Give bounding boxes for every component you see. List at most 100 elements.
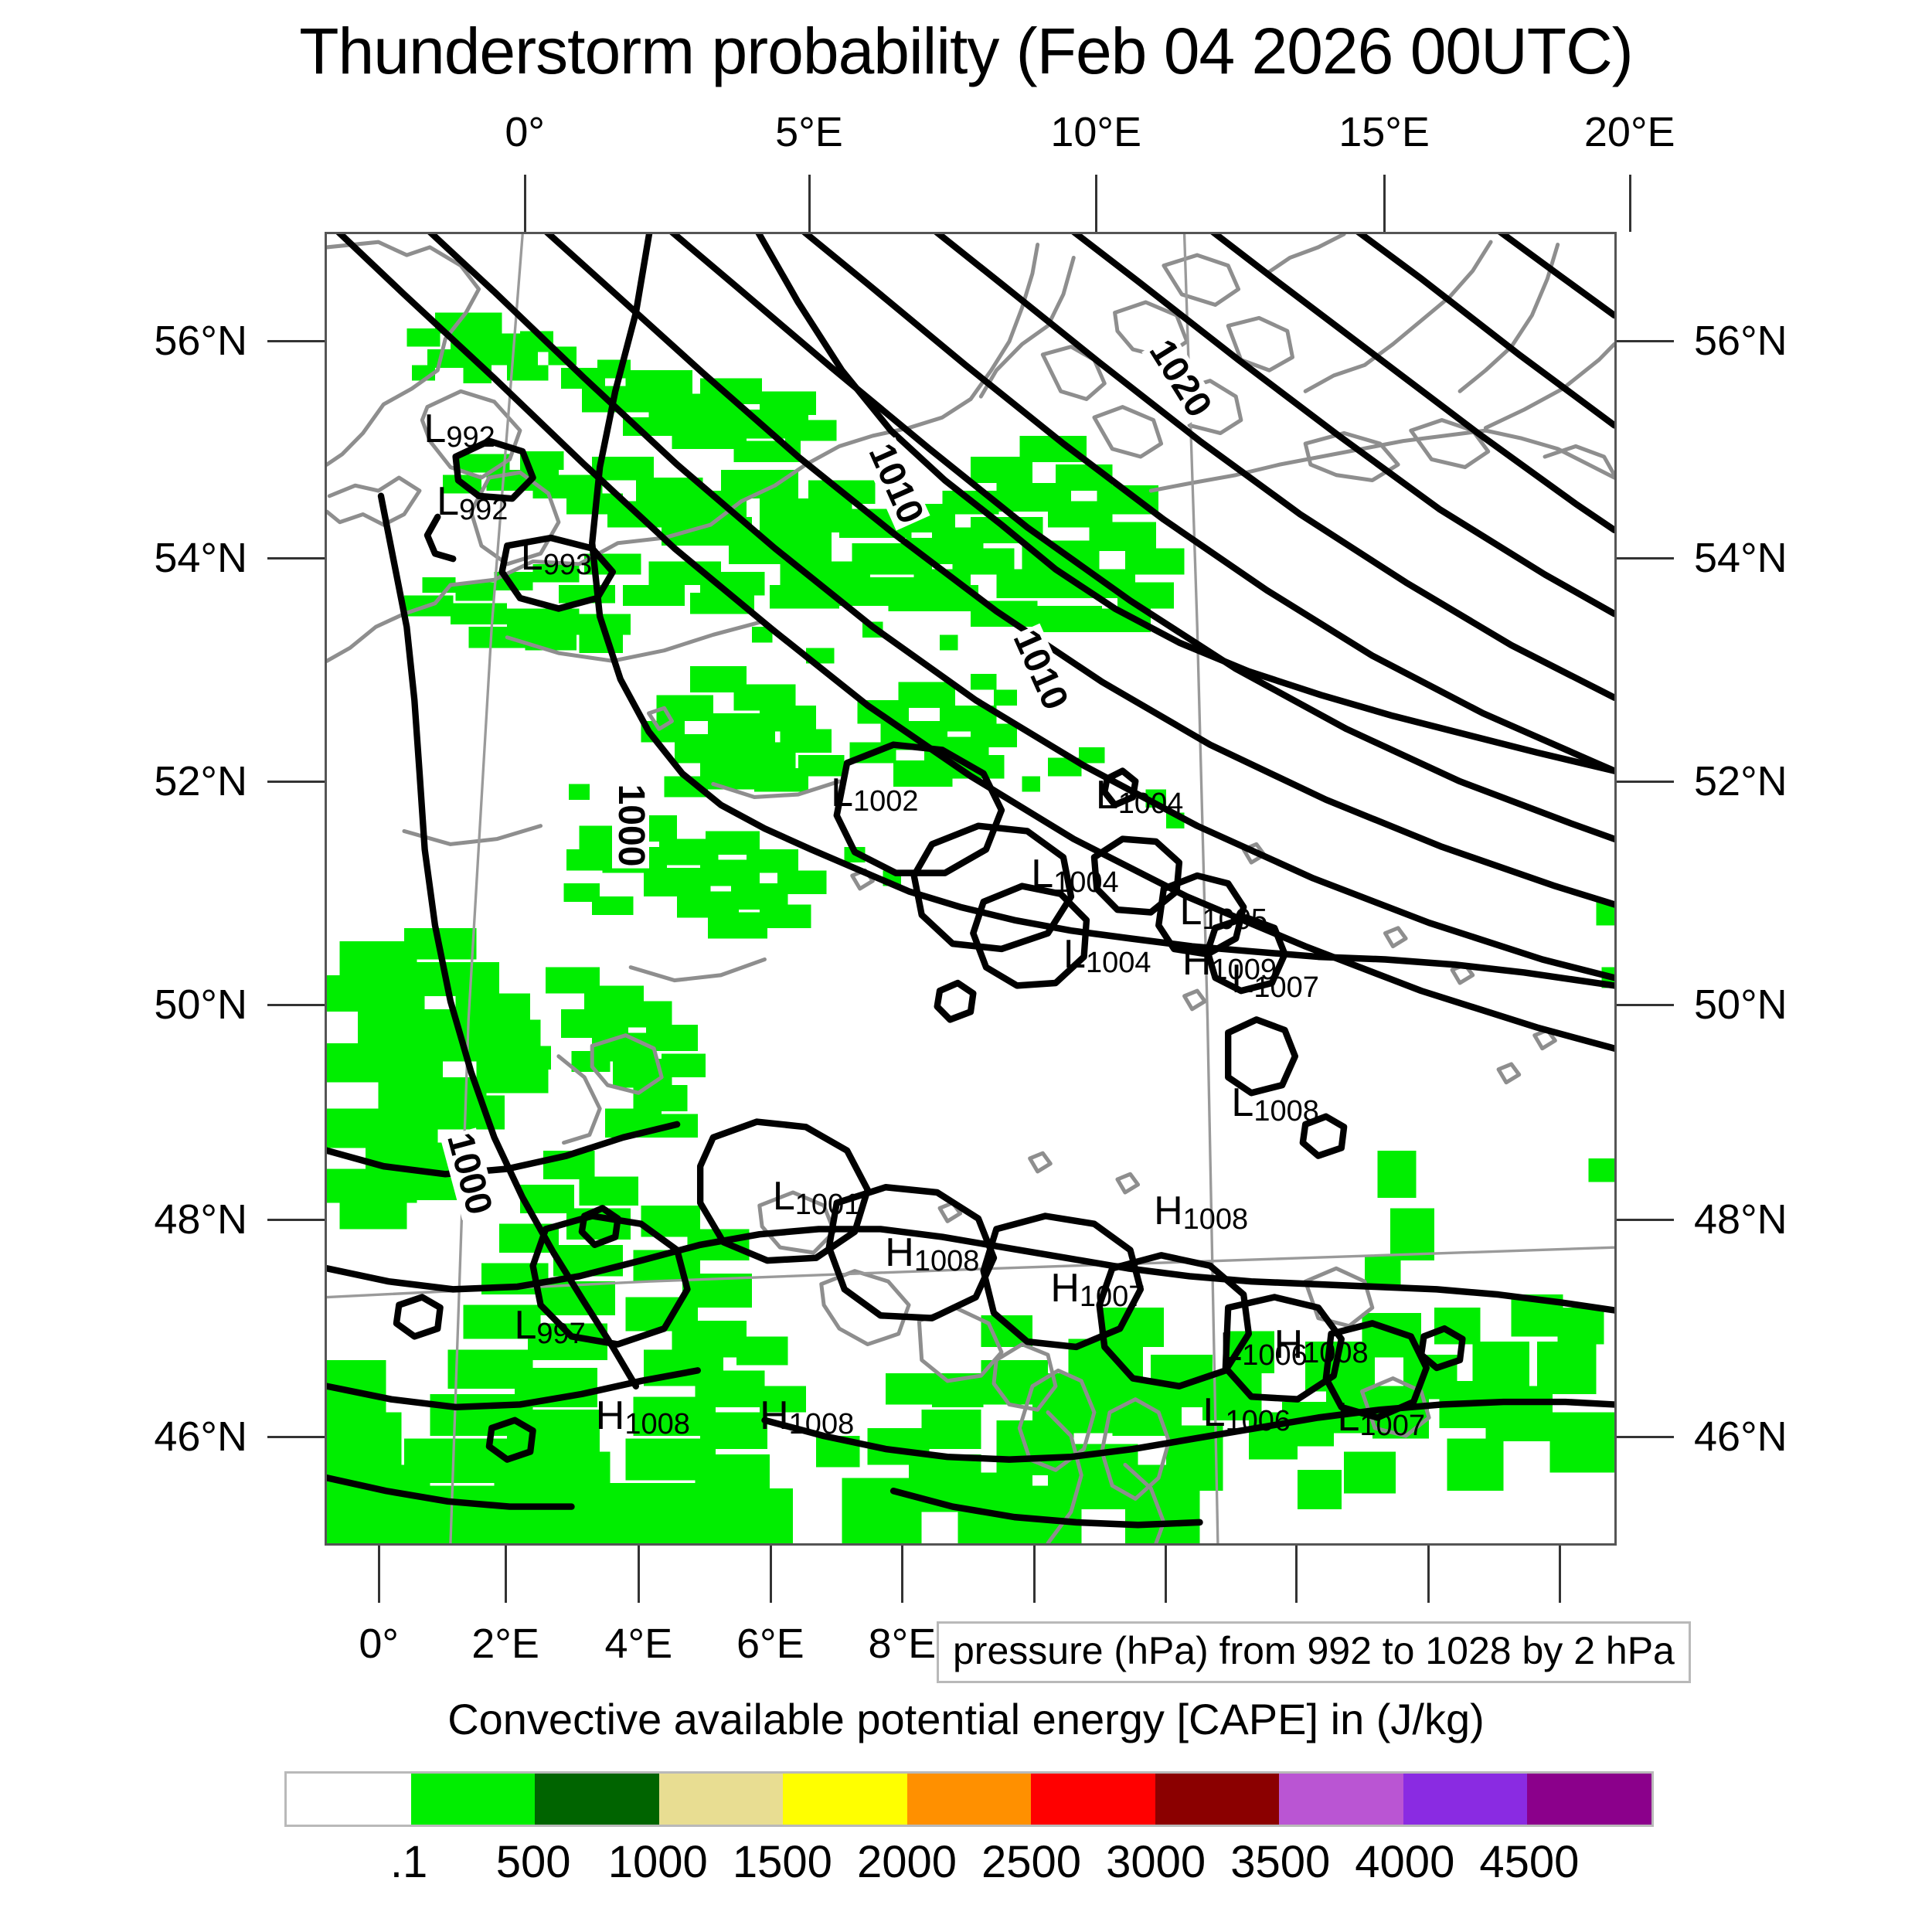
pressure-center-h-1008: H1008: [885, 1233, 979, 1276]
colorbar-tick-3: 1500: [732, 1837, 832, 1887]
axis-tick-mark-left: [267, 1435, 325, 1438]
colorbar-segment-0[interactable]: [287, 1774, 411, 1825]
pressure-center-value: 1002: [853, 785, 919, 818]
pressure-center-value: 997: [536, 1317, 586, 1350]
axis-tick-mark-bottom: [1295, 1546, 1298, 1603]
colorbar-segment-5[interactable]: [906, 1774, 1032, 1825]
pressure-center-l-1002: L1002: [831, 773, 918, 816]
pressure-center-value: 1009: [1211, 953, 1277, 986]
axis-tick-mark-bottom: [1559, 1546, 1562, 1603]
colorbar[interactable]: [284, 1771, 1654, 1827]
pressure-center-l-1004: L1004: [1063, 934, 1151, 978]
colorbar-tick-labels: .1 500 1000 1500 2000 2500 3000 3500 4000 4500: [284, 1836, 1654, 1890]
colorbar-segment-6[interactable]: [1031, 1774, 1155, 1825]
axis-tick-mark-top: [1383, 175, 1386, 232]
pressure-center-h-1008: H1008: [760, 1396, 854, 1439]
colorbar-segment-8[interactable]: [1279, 1774, 1403, 1825]
colorbar-segment-4[interactable]: [783, 1774, 907, 1825]
pressure-center-type: L: [1179, 889, 1202, 934]
axis-tick-mark-left: [267, 1003, 325, 1006]
pressure-center-value: 1008: [788, 1407, 855, 1440]
pressure-center-l-1006: L1006: [1219, 1327, 1307, 1370]
axis-tick-label-bottom-1: 2°E: [471, 1621, 539, 1667]
map-plot-area[interactable]: L992 L992 L993 L1002 L1004 L1004 L1004 L1005 H10…: [325, 232, 1617, 1546]
pressure-center-value: 1007: [1253, 971, 1319, 1005]
colorbar-segment-2[interactable]: [535, 1774, 659, 1825]
pressure-center-value: 1008: [913, 1245, 980, 1277]
axis-tick-label-bottom-0: 0°: [359, 1621, 400, 1667]
axis-tick-label-right-5: 46°N: [1694, 1413, 1787, 1460]
pressure-center-value: 1008: [1182, 1202, 1249, 1236]
pressure-center-h-1009: H1009: [1182, 941, 1277, 985]
axis-tick-mark-right: [1617, 1435, 1674, 1438]
colorbar-segment-10[interactable]: [1527, 1774, 1652, 1825]
axis-tick-mark-bottom: [638, 1546, 641, 1603]
pressure-center-value: 1006: [1242, 1339, 1308, 1372]
pressure-center-type: H: [595, 1393, 625, 1438]
axis-tick-mark-right: [1617, 340, 1674, 343]
colorbar-tick-9: 4500: [1479, 1837, 1580, 1887]
axis-tick-mark-bottom: [378, 1546, 381, 1603]
axis-tick-mark-right: [1617, 1003, 1674, 1006]
pressure-center-l-993: L993: [521, 536, 592, 580]
pressure-legend-note: pressure (hPa) from 992 to 1028 by 2 hPa: [937, 1621, 1691, 1683]
pressure-center-l-1005: L1005: [1180, 891, 1267, 934]
pressure-center-value: 1004: [1085, 947, 1151, 980]
pressure-center-value: 1007: [1359, 1409, 1425, 1442]
axis-tick-mark-right: [1617, 780, 1674, 783]
axis-tick-label-left-3: 50°N: [154, 981, 247, 1028]
pressure-center-l-992: L992: [423, 409, 495, 452]
axis-tick-label-top-2: 10°E: [1050, 109, 1142, 155]
colorbar-segment-3[interactable]: [658, 1774, 784, 1825]
pressure-center-type: H: [1274, 1322, 1304, 1367]
colorbar-tick-4: 2000: [856, 1837, 957, 1887]
axis-tick-label-top-3: 15°E: [1338, 109, 1430, 155]
pressure-center-type: L: [437, 478, 460, 524]
pressure-center-type: L: [1231, 957, 1254, 1002]
pressure-center-h-1008: H1008: [1154, 1191, 1248, 1234]
pressure-center-type: H: [885, 1230, 914, 1275]
axis-tick-mark-left: [267, 780, 325, 783]
pressure-center-type: L: [1219, 1325, 1243, 1370]
pressure-center-h-1008: H1008: [1274, 1325, 1369, 1368]
axis-tick-label-right-2: 52°N: [1694, 757, 1787, 804]
axis-tick-label-top-1: 5°E: [775, 109, 843, 155]
pressure-center-l-1007: L1007: [1338, 1397, 1425, 1440]
axis-tick-mark-left: [267, 1219, 325, 1222]
colorbar-segment-9[interactable]: [1403, 1774, 1528, 1825]
axis-tick-label-top-4: 20°E: [1583, 109, 1675, 155]
colorbar-tick-0: .1: [389, 1837, 428, 1887]
axis-tick-mark-right: [1617, 556, 1674, 560]
axis-tick-label-right-3: 50°N: [1694, 981, 1787, 1028]
colorbar-segment-7[interactable]: [1155, 1774, 1280, 1825]
axis-tick-mark-top: [808, 175, 811, 232]
axis-tick-label-top-0: 0°: [505, 109, 545, 155]
axis-tick-mark-right: [1617, 1219, 1674, 1222]
pressure-center-value: 1008: [1303, 1337, 1369, 1369]
axis-tick-label-bottom-3: 6°E: [736, 1621, 804, 1667]
axis-tick-mark-bottom: [1165, 1546, 1168, 1603]
colorbar-tick-7: 3500: [1230, 1837, 1331, 1887]
pressure-center-l-992: L992: [437, 481, 508, 525]
colorbar-segment-1[interactable]: [410, 1774, 536, 1825]
pressure-center-value: 992: [459, 493, 509, 526]
pressure-center-type: L: [1063, 932, 1086, 978]
axis-tick-label-right-4: 48°N: [1694, 1196, 1787, 1243]
colorbar-tick-2: 1000: [607, 1837, 708, 1887]
axis-tick-label-right-0: 56°N: [1694, 318, 1787, 365]
axis-tick-mark-left: [267, 340, 325, 343]
pressure-center-type: H: [1182, 938, 1212, 984]
pressure-center-type: L: [1095, 773, 1118, 818]
axis-tick-mark-top: [1095, 175, 1098, 232]
pressure-center-type: L: [520, 534, 543, 579]
pressure-center-l-1001: L1001: [773, 1176, 860, 1219]
pressure-center-value: 1006: [1225, 1405, 1291, 1438]
pressure-center-value: 1007: [1079, 1280, 1145, 1313]
colorbar-tick-8: 4000: [1355, 1837, 1455, 1887]
pressure-center-type: L: [1031, 852, 1054, 897]
pressure-center-h-1007: H1007: [1050, 1268, 1145, 1311]
pressure-center-value: 1008: [1253, 1095, 1319, 1128]
pressure-center-value: 992: [446, 421, 495, 454]
pressure-center-value: 1005: [1202, 903, 1267, 936]
